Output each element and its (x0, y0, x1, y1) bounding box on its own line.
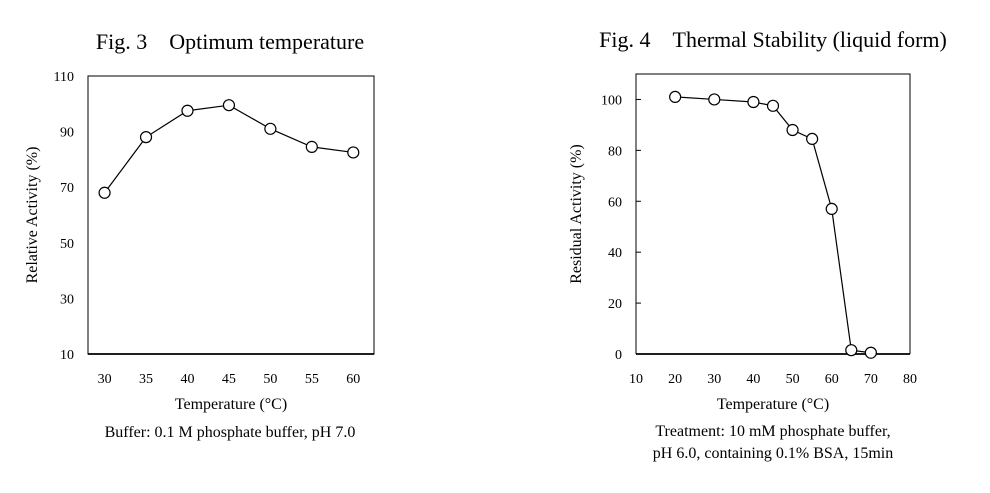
data-point (98, 186, 111, 199)
x-tick-label: 70 (864, 372, 878, 387)
y-tick-label: 70 (60, 181, 74, 196)
data-point (669, 90, 682, 104)
x-tick-label: 80 (903, 372, 917, 387)
x-tick-label: 40 (746, 372, 760, 387)
data-point (747, 95, 760, 109)
data-point (845, 344, 858, 357)
chart-caption: Buffer: 0.1 M phosphate buffer, pH 7.0 (105, 424, 356, 441)
data-point (766, 99, 780, 112)
y-tick-label: 0 (615, 348, 622, 363)
chart-caption: pH 6.0, containing 0.1% BSA, 15min (653, 445, 893, 462)
y-tick-label: 30 (60, 292, 74, 307)
y-tick-label: 10 (60, 348, 74, 363)
y-tick-label: 40 (608, 246, 622, 261)
data-point (806, 132, 819, 146)
data-point (181, 104, 194, 117)
data-point (305, 140, 318, 153)
y-tick-label: 20 (608, 297, 622, 312)
x-tick-label: 20 (668, 372, 682, 387)
series-line (675, 96, 871, 354)
x-tick-label: 60 (346, 372, 360, 387)
x-tick-label: 10 (629, 372, 643, 387)
x-tick-label: 50 (263, 372, 277, 387)
x-tick-label: 30 (707, 372, 721, 387)
data-point (786, 123, 799, 137)
chart-title: Fig. 4 Thermal Stability (liquid form) (599, 27, 947, 52)
x-tick-label: 40 (180, 372, 194, 387)
x-tick-label: 50 (786, 372, 800, 387)
y-tick-label: 60 (608, 195, 622, 210)
x-tick-label: 55 (305, 372, 319, 387)
x-tick-label: 60 (825, 372, 839, 387)
y-tick-label: 110 (54, 70, 74, 85)
data-point (222, 99, 236, 112)
data-point (864, 346, 877, 359)
y-axis-label: Residual Activity (%) (568, 144, 585, 284)
chart-fig4: Fig. 4 Thermal Stability (liquid form) 0 2… (568, 27, 947, 462)
data-point (708, 93, 721, 106)
x-tick-label: 45 (222, 372, 236, 387)
plot-frame (635, 73, 911, 354)
y-tick-label: 100 (601, 93, 622, 108)
chart-fig3: Fig. 3 Optimum temperature 10 30 50 70 90 110 3… (24, 29, 375, 441)
chart-title: Fig. 3 Optimum temperature (96, 29, 364, 54)
plot-frame (87, 75, 375, 355)
data-point (264, 122, 277, 135)
y-axis-label: Relative Activity (%) (24, 147, 41, 284)
data-point (825, 202, 838, 216)
chart-caption: Treatment: 10 mM phosphate buffer, (655, 423, 890, 440)
data-point (139, 131, 153, 144)
y-tick-label: 50 (60, 237, 74, 252)
y-tick-label: 90 (60, 126, 74, 141)
x-tick-label: 35 (139, 372, 153, 387)
x-tick-label: 30 (98, 372, 112, 387)
data-point (347, 146, 360, 159)
y-tick-label: 80 (608, 144, 622, 159)
x-axis-label: Temperature (°C) (175, 396, 287, 413)
x-axis-label: Temperature (°C) (717, 396, 829, 413)
